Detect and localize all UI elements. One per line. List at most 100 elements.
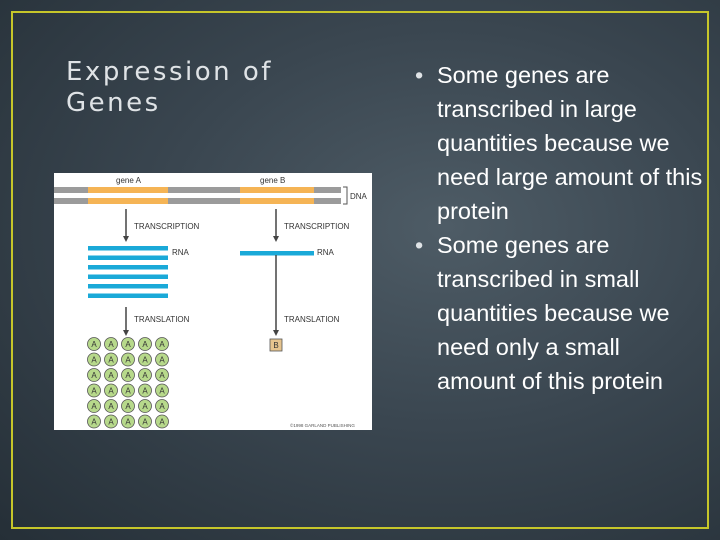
protein-a-letter: A <box>159 418 165 427</box>
gene-b-transcription-label: TRANSCRIPTION <box>284 222 350 231</box>
protein-a-molecule: A <box>87 337 101 351</box>
gene-b-translation-label: TRANSLATION <box>284 315 340 324</box>
protein-a-molecule: A <box>138 383 152 398</box>
protein-b-molecule: B <box>269 338 283 352</box>
protein-a-molecule: A <box>155 383 169 398</box>
protein-a-letter: A <box>125 402 131 411</box>
protein-a-molecule: A <box>138 352 152 367</box>
protein-a-letter: A <box>159 356 165 365</box>
protein-a-molecule: A <box>155 352 169 367</box>
protein-a-letter: A <box>142 418 148 427</box>
bullet-item: • Some genes are transcribed in small qu… <box>413 228 703 398</box>
gene-a-label: gene A <box>116 176 142 185</box>
gene-expression-figure: gene A gene B DNA TRANSCRIPTION TRANSCRI… <box>54 173 372 430</box>
slide-title: Expression of Genes <box>66 57 326 119</box>
rna-strand <box>88 246 168 251</box>
gene-a-rna-group <box>88 246 168 298</box>
protein-a-letter: A <box>91 402 97 411</box>
protein-a-letter: A <box>142 402 148 411</box>
protein-a-circle <box>155 383 169 398</box>
protein-a-letter: A <box>125 356 131 365</box>
protein-a-letter: A <box>159 371 165 380</box>
protein-a-letter: A <box>108 371 114 380</box>
protein-a-circle <box>138 368 152 382</box>
gene-b-rna-group <box>240 251 314 256</box>
protein-a-molecule: A <box>104 383 118 398</box>
protein-a-letter: A <box>159 340 165 349</box>
title-line-1: Expression of <box>66 57 273 87</box>
protein-a-letter: A <box>108 387 114 396</box>
bullet-text: Some genes are transcribed in large quan… <box>437 62 703 224</box>
protein-a-circle <box>138 352 152 367</box>
protein-a-circle <box>138 414 152 429</box>
gene-b-label: gene B <box>260 176 285 185</box>
gene-a-segment-bottom <box>88 198 168 204</box>
bullet-marker: • <box>415 62 424 88</box>
bullet-marker: • <box>415 232 424 258</box>
protein-a-circle <box>121 383 135 398</box>
protein-a-molecule: A <box>121 399 135 413</box>
protein-a-circle <box>104 399 118 413</box>
rna-strand <box>240 251 314 256</box>
protein-b-group: B <box>269 338 283 352</box>
protein-a-circle <box>104 337 118 351</box>
rna-strand <box>88 265 168 270</box>
title-line-2: Genes <box>66 88 161 118</box>
protein-a-letter: A <box>142 387 148 396</box>
protein-a-letter: A <box>108 402 114 411</box>
protein-a-circle <box>155 368 169 382</box>
protein-a-molecule: A <box>104 368 118 382</box>
protein-a-circle <box>155 399 169 413</box>
protein-a-letter: A <box>142 356 148 365</box>
slide-border <box>11 11 709 529</box>
protein-a-circle <box>138 399 152 413</box>
protein-a-letter: A <box>91 387 97 396</box>
protein-a-letter: A <box>125 418 131 427</box>
protein-a-letter: A <box>142 371 148 380</box>
protein-a-molecule: A <box>155 368 169 382</box>
protein-a-circle <box>138 383 152 398</box>
protein-a-molecule: A <box>104 352 118 367</box>
protein-a-letter: A <box>142 340 148 349</box>
rna-strand <box>88 293 168 298</box>
protein-a-letter: A <box>125 371 131 380</box>
protein-a-molecule: A <box>138 414 152 429</box>
protein-a-molecule: A <box>104 414 118 429</box>
protein-a-group: A A A A AA A A A AA A A A AA A A A AA A A A AA A A A A <box>87 337 169 429</box>
protein-a-circle <box>104 383 118 398</box>
protein-a-circle <box>155 414 169 429</box>
gene-b-segment-bottom <box>240 198 314 204</box>
protein-a-letter: A <box>108 356 114 365</box>
dna-strand-top <box>54 187 341 193</box>
dna-label: DNA <box>350 192 368 201</box>
protein-a-circle <box>87 414 101 429</box>
protein-a-molecule: A <box>121 414 135 429</box>
protein-a-molecule: A <box>121 352 135 367</box>
protein-a-molecule: A <box>87 383 101 398</box>
protein-a-circle <box>87 352 101 367</box>
protein-a-molecule: A <box>155 337 169 351</box>
protein-a-circle <box>104 414 118 429</box>
protein-a-circle <box>121 399 135 413</box>
protein-a-circle <box>155 352 169 367</box>
protein-a-circle <box>104 368 118 382</box>
protein-a-circle <box>121 368 135 382</box>
gene-b-segment-top <box>240 187 314 193</box>
copyright-notice: ©1998 GARLAND PUBLISHING <box>290 422 355 428</box>
protein-a-molecule: A <box>155 414 169 429</box>
protein-a-letter: A <box>125 340 131 349</box>
rna-strand <box>88 284 168 289</box>
protein-a-circle <box>138 337 152 351</box>
protein-a-molecule: A <box>121 337 135 351</box>
protein-a-molecule: A <box>87 368 101 382</box>
protein-a-letter: A <box>125 387 131 396</box>
protein-a-circle <box>121 414 135 429</box>
protein-a-circle <box>104 352 118 367</box>
protein-a-circle <box>87 337 101 351</box>
protein-a-letter: A <box>159 387 165 396</box>
gene-expression-diagram: gene A gene B DNA TRANSCRIPTION TRANSCRI… <box>54 176 368 429</box>
protein-a-letter: A <box>108 340 114 349</box>
protein-a-molecule: A <box>121 368 135 382</box>
gene-a-rna-label: RNA <box>172 248 190 257</box>
protein-a-molecule: A <box>155 399 169 413</box>
